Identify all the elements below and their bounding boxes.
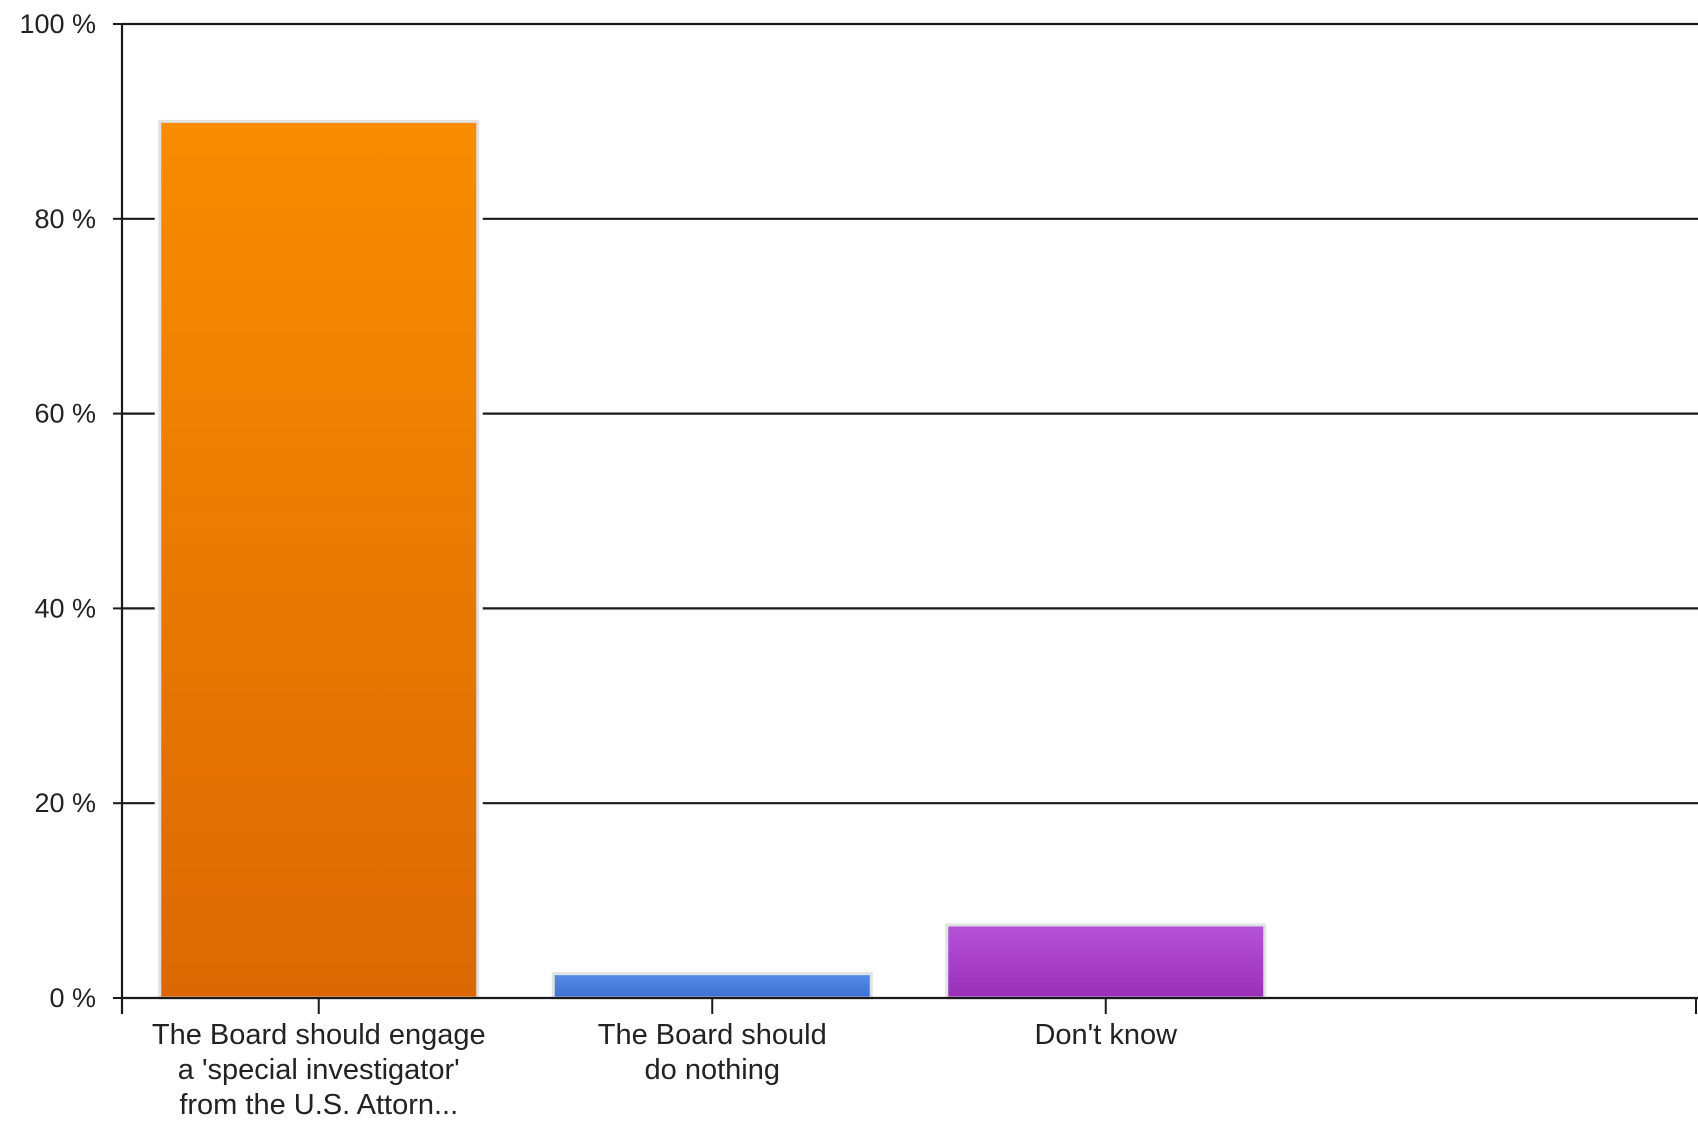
axes: [113, 23, 1698, 1014]
y-tick-label-40: 40 %: [34, 593, 96, 623]
bar-0: [158, 119, 480, 1000]
bar-1: [551, 972, 873, 1000]
x-tick-label-1-1: do nothing: [645, 1054, 780, 1086]
bars: [154, 117, 1270, 1000]
x-tick-label-0-0: The Board should engage: [152, 1019, 486, 1051]
y-tick-label-80: 80 %: [34, 204, 96, 234]
y-tick-label-0: 0 %: [49, 983, 96, 1013]
y-tick-label-20: 20 %: [34, 788, 96, 818]
bar-2: [945, 923, 1267, 1000]
x-tick-label-2-0: Don't know: [1034, 1019, 1178, 1051]
y-tick-label-60: 60 %: [34, 399, 96, 429]
tick-labels: 0 % 20 % 40 % 60 % 80 % 100 % The Board should…: [19, 9, 1178, 1121]
x-tick-label-0-2: from the U.S. Attorn...: [179, 1089, 458, 1119]
x-tick-label-1-0: The Board should: [598, 1019, 827, 1051]
x-tick-label-0-1: a 'special investigator': [178, 1054, 460, 1086]
y-tick-label-100: 100 %: [19, 9, 96, 39]
